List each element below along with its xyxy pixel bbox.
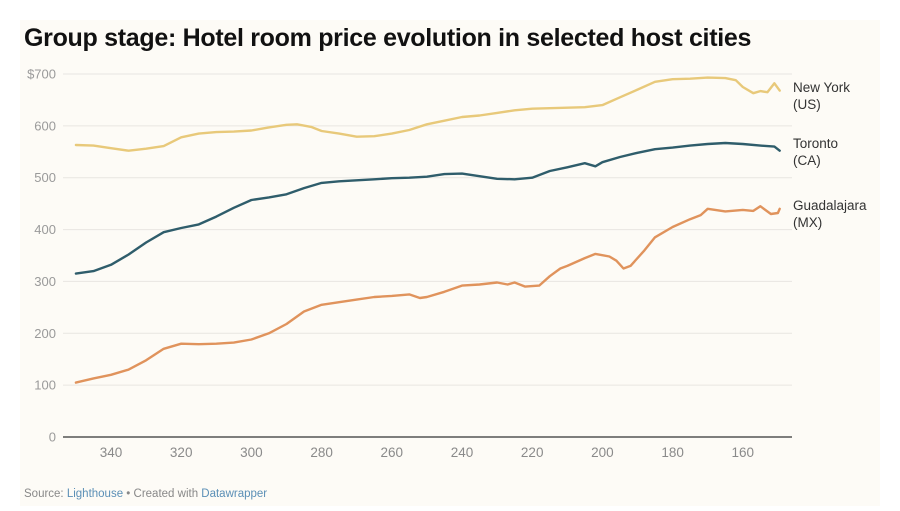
gridlines <box>63 73 792 438</box>
x-tick-label: 220 <box>521 445 544 460</box>
y-tick-label: 500 <box>34 170 56 185</box>
chart-footer: Source: Lighthouse • Created with Datawr… <box>24 488 267 500</box>
series-line-guadalajara-mx <box>74 205 781 384</box>
y-tick-label: 400 <box>34 222 56 237</box>
y-tick-label: 300 <box>34 274 56 289</box>
y-axis-ticks: $700 600 500 400 300 200 100 0 <box>27 67 56 445</box>
datawrapper-link[interactable]: Datawrapper <box>201 488 268 500</box>
y-tick-label: 600 <box>34 118 56 133</box>
x-tick-label: 180 <box>661 445 684 460</box>
x-tick-label: 300 <box>240 445 263 460</box>
series-line-new-york-us <box>74 76 781 152</box>
chart-panel <box>20 20 880 506</box>
y-tick-label: $700 <box>27 67 56 82</box>
created-with-text: • Created with <box>123 488 202 500</box>
series-labels: New York (US) Toronto (CA) Guadalajara (MX) <box>793 80 867 230</box>
x-tick-label: 280 <box>310 445 333 460</box>
x-tick-label: 240 <box>451 445 474 460</box>
x-tick-label: 320 <box>170 445 193 460</box>
series-label: New York <box>793 80 850 95</box>
series-label: (CA) <box>793 153 821 168</box>
y-tick-label: 100 <box>34 378 56 393</box>
series-lines <box>74 76 781 384</box>
series-label: (MX) <box>793 215 822 230</box>
series-label: Toronto <box>793 136 838 151</box>
chart-title: Group stage: Hotel room price evolution … <box>24 24 752 52</box>
source-link[interactable]: Lighthouse <box>66 488 124 500</box>
x-tick-label: 160 <box>732 445 755 460</box>
x-tick-label: 340 <box>100 445 123 460</box>
source-prefix: Source: <box>24 488 67 500</box>
x-tick-label: 260 <box>381 445 404 460</box>
x-tick-label: 200 <box>591 445 614 460</box>
x-axis-ticks: 340 320 300 280 260 240 220 200 180 160 <box>100 445 754 460</box>
y-tick-label: 0 <box>49 430 56 445</box>
y-tick-label: 200 <box>34 326 56 341</box>
series-label: Guadalajara <box>793 198 867 213</box>
series-label: (US) <box>793 97 821 112</box>
series-line-toronto-ca <box>74 141 781 275</box>
